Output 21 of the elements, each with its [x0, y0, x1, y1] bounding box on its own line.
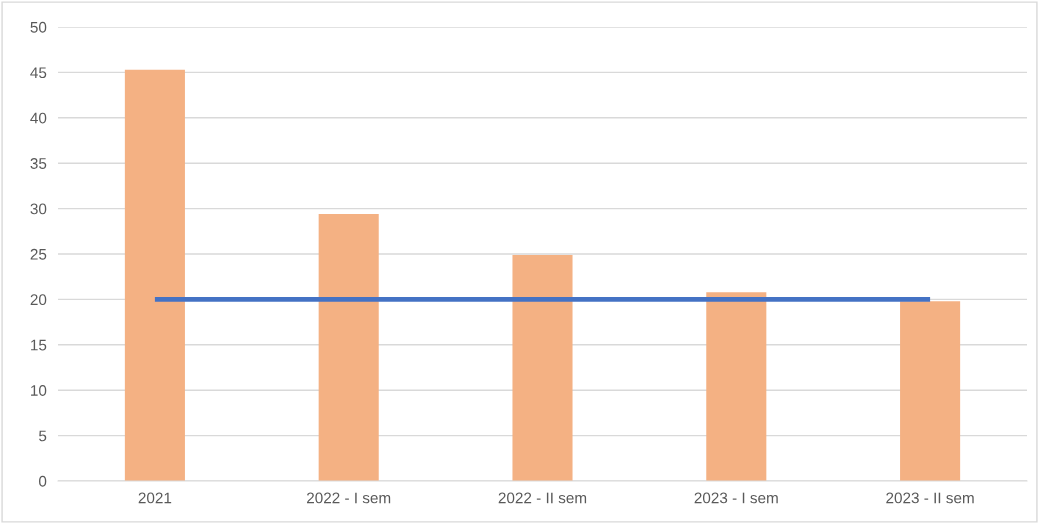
y-tick-label: 35: [30, 158, 47, 169]
x-tick-label: 2022 - I sem: [307, 492, 391, 504]
y-tick-label: 45: [30, 67, 47, 79]
y-tick-label: 50: [30, 21, 47, 33]
bar: [706, 292, 767, 481]
bar: [124, 69, 185, 481]
y-tick-label: 15: [31, 339, 47, 351]
y-tick-label: 10: [31, 385, 47, 396]
x-tick-label: 2021: [138, 492, 172, 504]
y-tick-label: 20: [30, 294, 47, 306]
y-tick-label: 0: [38, 475, 47, 487]
x-tick-label: 2023 - II sem: [886, 492, 974, 504]
y-tick-label: 30: [30, 203, 47, 215]
bar: [512, 254, 573, 481]
x-tick-label: 2022 - II sem: [498, 492, 587, 504]
y-tick-label: 40: [30, 112, 47, 124]
y-tick-label: 5: [39, 430, 47, 442]
x-tick-label: 2023 - I sem: [694, 492, 778, 504]
bar: [900, 301, 961, 481]
y-tick-label: 25: [30, 248, 47, 260]
bar: [318, 214, 379, 481]
